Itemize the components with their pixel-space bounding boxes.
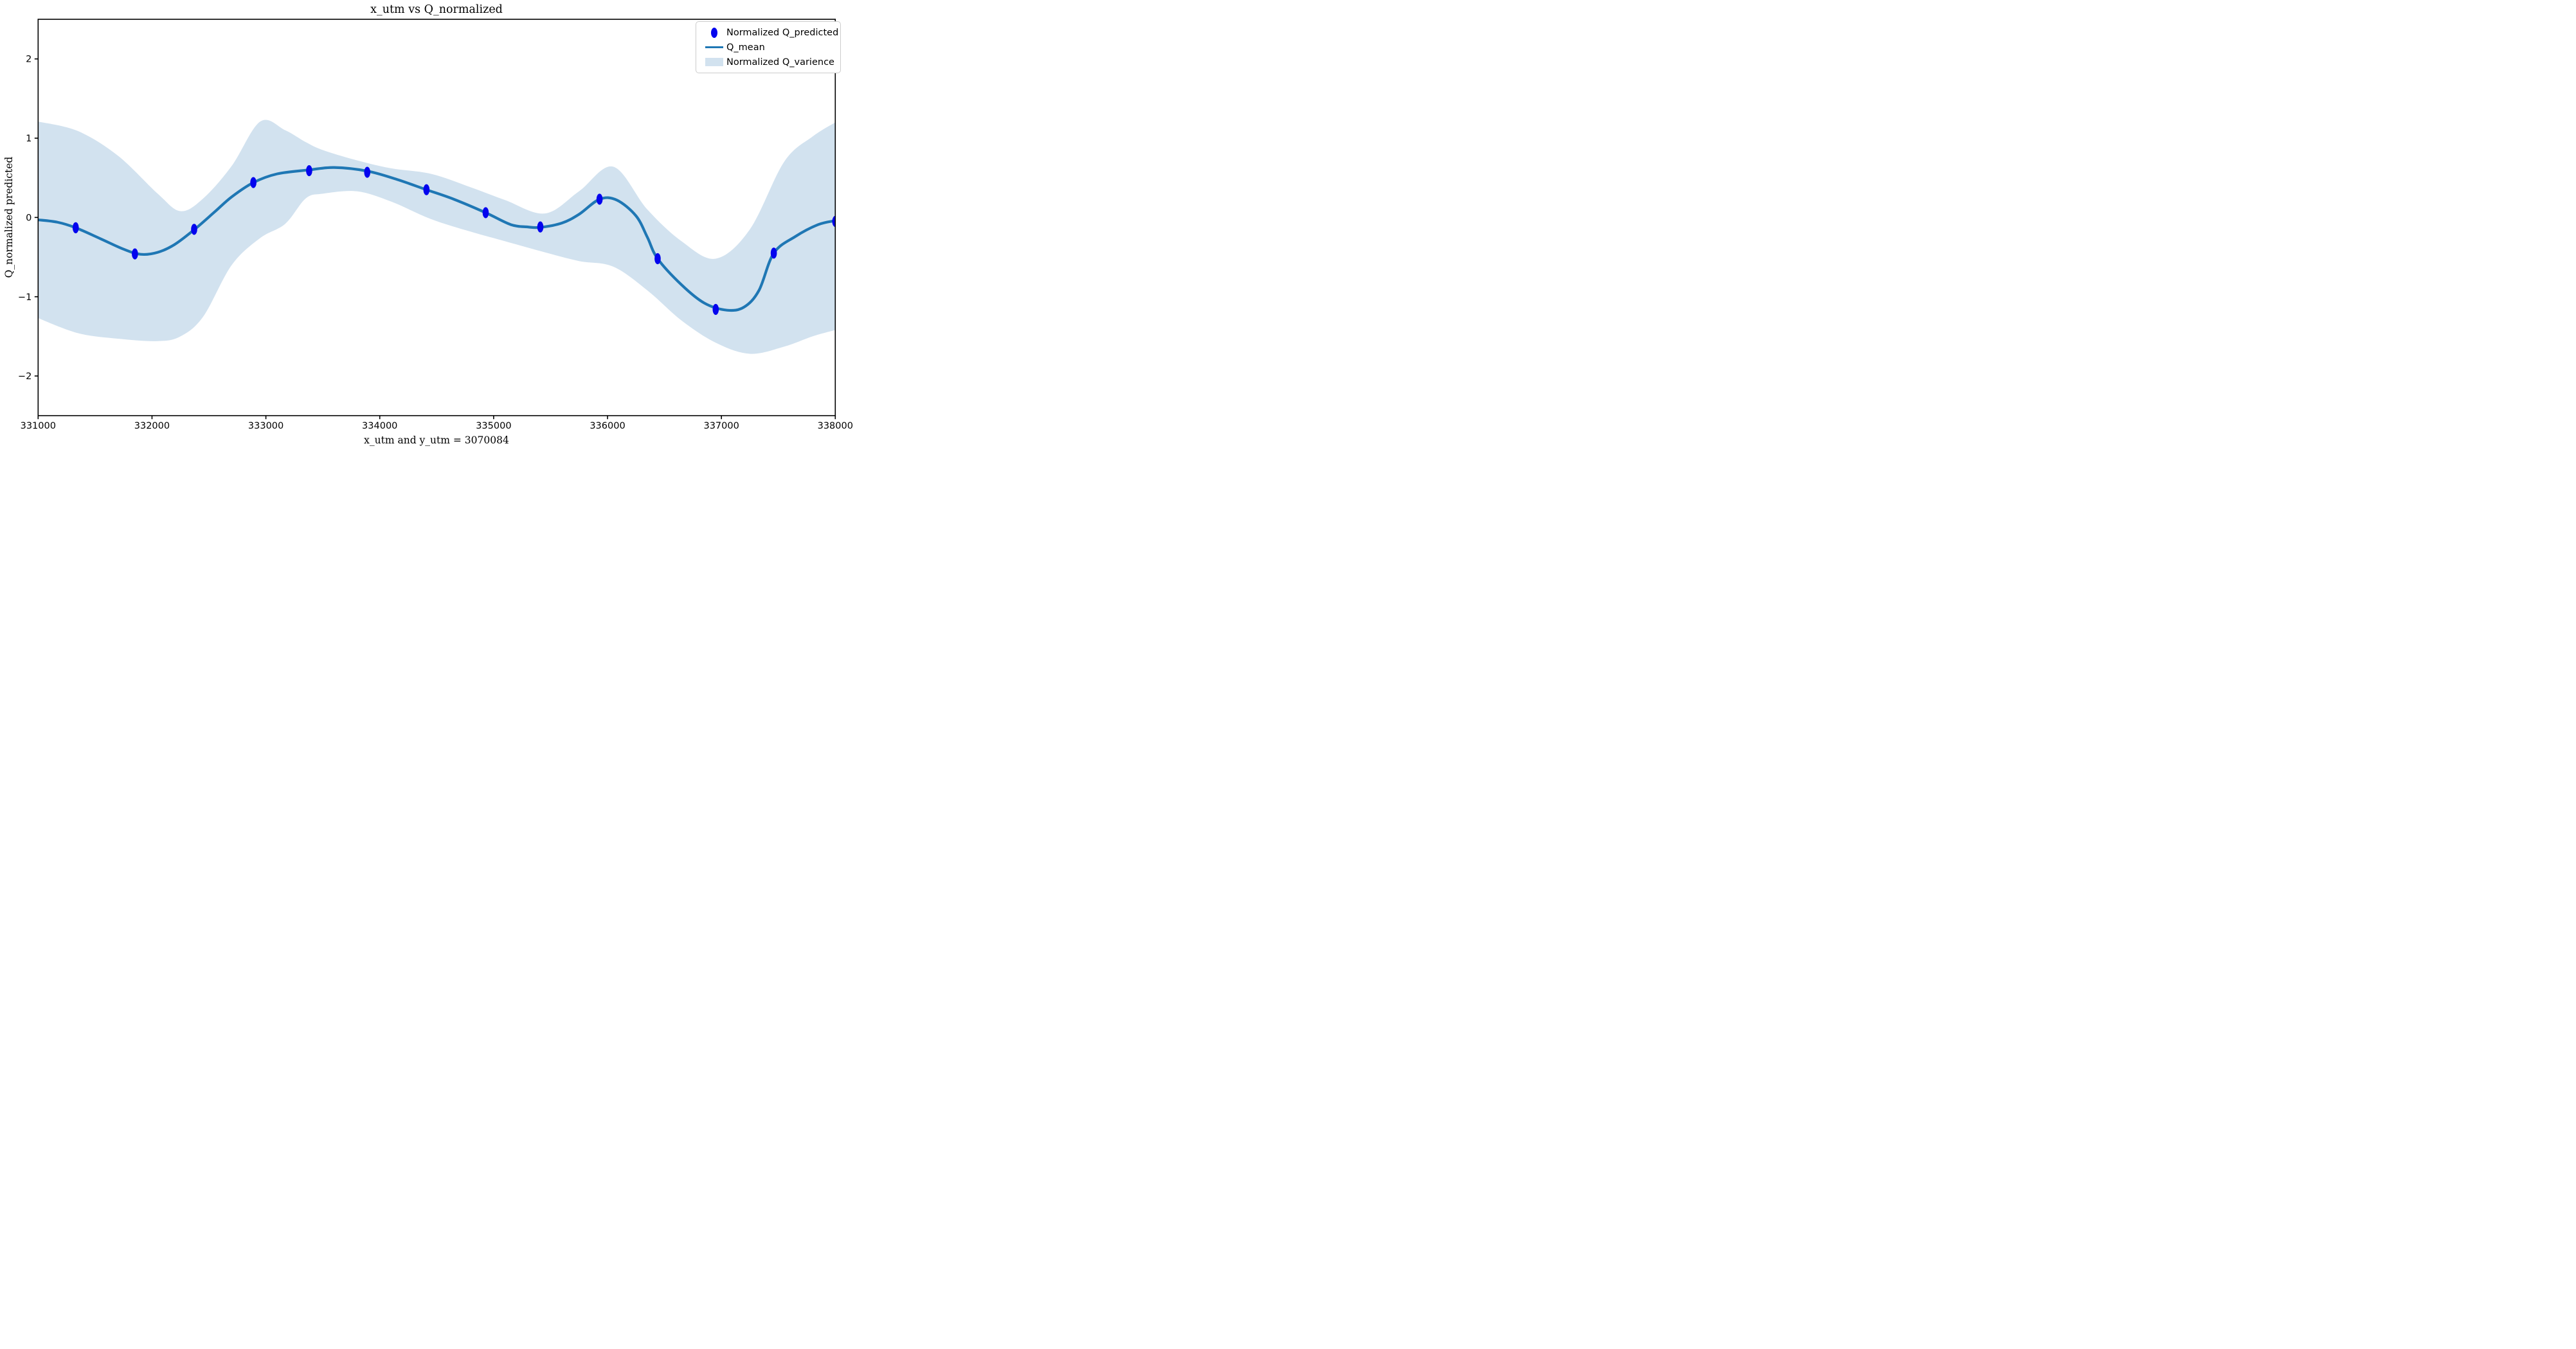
scatter-point: [423, 184, 430, 195]
mean-line-icon: [705, 46, 723, 48]
scatter-point: [482, 207, 489, 219]
scatter-point: [191, 224, 197, 235]
legend: Normalized Q_predicted Q_mean Normalized…: [696, 21, 841, 73]
legend-label-mean: Q_mean: [726, 42, 765, 53]
scatter-point: [537, 221, 544, 233]
variance-band-icon: [705, 58, 723, 66]
scatter-point: [306, 165, 312, 177]
scatter-point: [250, 177, 257, 188]
legend-item-mean: Q_mean: [702, 41, 834, 53]
y-tick-label: 2: [26, 55, 32, 65]
variance-band: [38, 120, 836, 354]
scatter-marker-icon: [711, 27, 717, 38]
x-tick-label: 333000: [248, 421, 284, 431]
scatter-point: [654, 253, 661, 265]
y-tick-label: 1: [26, 134, 32, 144]
y-axis-label: Q_normalized predicted: [3, 156, 15, 278]
figure-root: 331000 332000 333000 334000 335000 336000 3370…: [0, 0, 859, 450]
x-tick-label: 334000: [362, 421, 397, 431]
patch-swatch-cell: [702, 58, 726, 66]
x-axis-label: x_utm and y_utm = 3070084: [364, 434, 509, 446]
y-tick-label: −2: [18, 371, 32, 382]
scatter-point: [770, 247, 777, 259]
scatter-point: [832, 215, 836, 228]
plot-area: [38, 120, 836, 354]
y-tick-label: −1: [18, 292, 32, 303]
scatter-point: [72, 222, 79, 233]
scatter-point: [712, 303, 719, 316]
legend-label-predicted: Normalized Q_predicted: [726, 27, 839, 38]
legend-item-varience: Normalized Q_varience: [702, 56, 834, 68]
x-tick-label: 336000: [590, 421, 625, 431]
x-tick-label: 331000: [21, 421, 56, 431]
scatter-point: [132, 248, 138, 260]
scatter-point: [596, 193, 603, 205]
legend-label-varience: Normalized Q_varience: [726, 57, 834, 67]
x-tick-label: 337000: [703, 421, 739, 431]
legend-item-predicted: Normalized Q_predicted: [702, 26, 838, 39]
scatter-marker-swatch-cell: [702, 27, 726, 38]
x-tick-label: 332000: [134, 421, 170, 431]
line-swatch-cell: [702, 46, 726, 48]
x-tick-label: 338000: [818, 421, 853, 431]
x-tick-label: 335000: [476, 421, 511, 431]
y-tick-label: 0: [26, 213, 32, 223]
scatter-point: [364, 166, 371, 178]
chart-title: x_utm vs Q_normalized: [370, 3, 503, 16]
chart-canvas: 331000 332000 333000 334000 335000 336000 3370…: [18, 19, 853, 431]
